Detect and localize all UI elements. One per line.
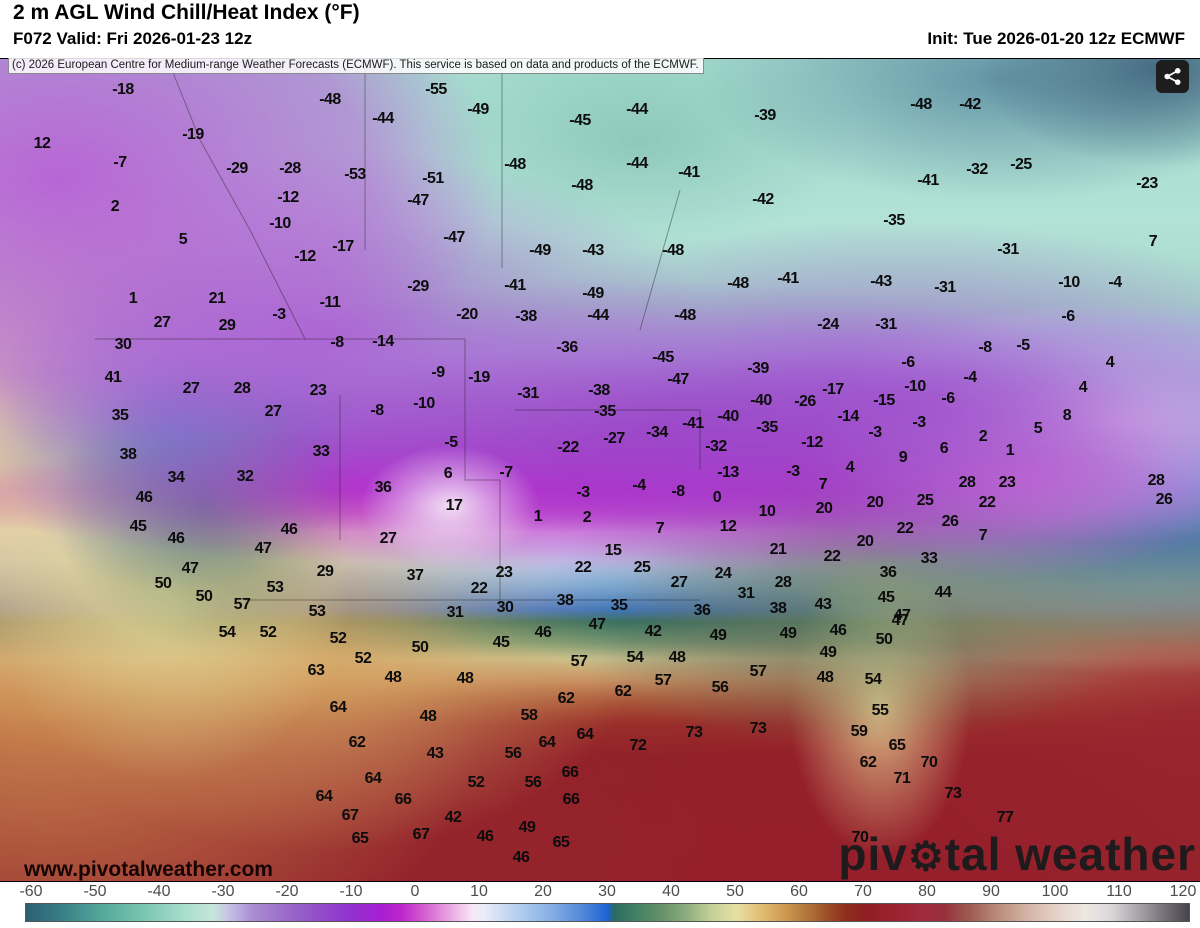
- share-icon: [1164, 68, 1181, 85]
- colorbar-tick: 120: [1169, 883, 1197, 900]
- valid-time: F072 Valid: Fri 2026-01-23 12z: [13, 29, 253, 48]
- colorbar-tick: 80: [918, 883, 936, 900]
- colorbar-tick: 10: [470, 883, 488, 900]
- weather-map-canvas[interactable]: [0, 58, 1200, 882]
- colorbar-tick: 50: [726, 883, 744, 900]
- colorbar-ticks: -60 -50 -40 -30 -20 -10 0 10 20 30 40 50 60 70 80 90 100…: [19, 883, 1196, 901]
- logo-text-pre: piv: [838, 828, 908, 880]
- pivotal-weather-logo: piv⚙tal weather: [838, 831, 1196, 877]
- colorbar-tick: 90: [982, 883, 1000, 900]
- share-button[interactable]: [1156, 60, 1189, 93]
- colorbar-tick: -50: [83, 883, 107, 900]
- page-title: 2 m AGL Wind Chill/Heat Index (°F): [13, 1, 360, 24]
- colorbar-tick: -40: [147, 883, 171, 900]
- colorbar-tick: -30: [211, 883, 235, 900]
- colorbar-tick: 70: [854, 883, 872, 900]
- gear-icon: ⚙: [907, 835, 945, 879]
- ecmwf-copyright: (c) 2026 European Centre for Medium-rang…: [8, 58, 704, 74]
- colorbar: [25, 903, 1190, 922]
- colorbar-tick: -20: [275, 883, 299, 900]
- colorbar-tick: -10: [339, 883, 363, 900]
- logo-text-post: tal weather: [944, 828, 1196, 880]
- colorbar-tick: 20: [534, 883, 552, 900]
- colorbar-tick: 60: [790, 883, 808, 900]
- watermark-url: www.pivotalweather.com: [24, 858, 273, 881]
- colorbar-tick: 40: [662, 883, 680, 900]
- colorbar-tick: 100: [1041, 883, 1069, 900]
- colorbar-tick: 110: [1106, 883, 1132, 900]
- colorbar-tick: 30: [598, 883, 616, 900]
- init-time: Init: Tue 2026-01-20 12z ECMWF: [927, 29, 1185, 48]
- colorbar-tick: -60: [19, 883, 43, 900]
- colorbar-tick: 0: [410, 883, 420, 900]
